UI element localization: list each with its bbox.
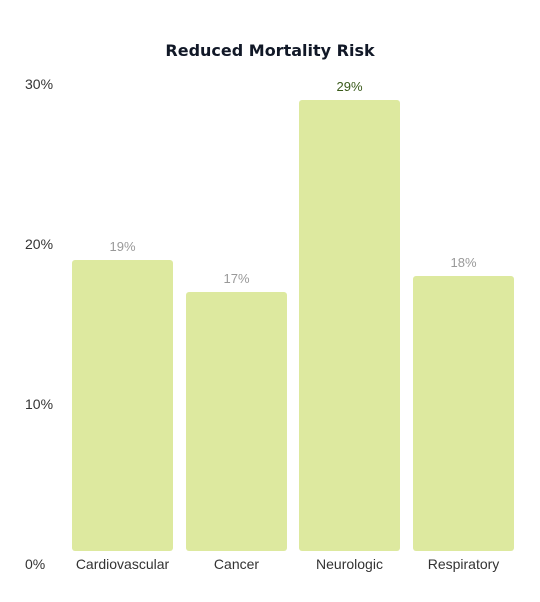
bars [72, 100, 514, 551]
x-tick-label-cardiovascular: Cardiovascular [76, 556, 170, 572]
x-tick-label-neurologic: Neurologic [316, 556, 383, 572]
bar-neurologic [299, 100, 400, 551]
y-tick-label: 30% [25, 76, 53, 92]
bar-cardiovascular [72, 260, 173, 551]
x-tick-label-respiratory: Respiratory [428, 556, 500, 572]
x-tick-label-cancer: Cancer [214, 556, 259, 572]
data-label-cancer: 17% [223, 271, 249, 286]
data-label-cardiovascular: 19% [109, 239, 135, 254]
y-tick-label: 10% [25, 396, 53, 412]
y-tick-label: 20% [25, 236, 53, 252]
bar-cancer [186, 292, 287, 551]
y-tick-label: 0% [25, 556, 45, 572]
chart-title: Reduced Mortality Risk [165, 41, 375, 60]
data-label-respiratory: 18% [450, 255, 476, 270]
x-axis-ticks: Cardiovascular Cancer Neurologic Respirator… [76, 556, 499, 572]
data-label-neurologic: 29% [336, 79, 362, 94]
data-labels: 19% 17% 29% 18% [109, 79, 476, 286]
bar-respiratory [413, 276, 514, 551]
y-axis-ticks: 0% 10% 20% 30% [25, 76, 53, 572]
